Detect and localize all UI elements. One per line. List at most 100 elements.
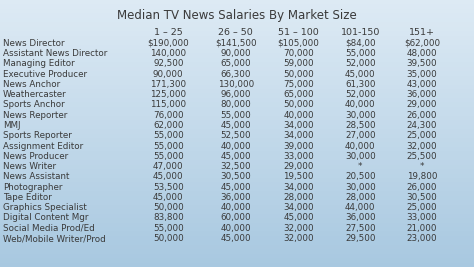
Text: 24,300: 24,300 bbox=[407, 121, 437, 130]
Bar bbox=[0, 205, 474, 209]
Text: 90,000: 90,000 bbox=[153, 69, 183, 78]
Text: 36,000: 36,000 bbox=[220, 193, 251, 202]
Text: 70,000: 70,000 bbox=[283, 49, 314, 58]
Text: $190,000: $190,000 bbox=[147, 39, 189, 48]
Bar bbox=[0, 174, 474, 178]
Text: 30,000: 30,000 bbox=[345, 152, 375, 161]
Text: 80,000: 80,000 bbox=[220, 100, 251, 109]
Text: 1 – 25: 1 – 25 bbox=[154, 28, 182, 37]
Text: 55,000: 55,000 bbox=[153, 142, 183, 151]
Bar bbox=[0, 165, 474, 169]
Bar bbox=[0, 98, 474, 102]
Bar bbox=[0, 0, 474, 5]
Text: 28,000: 28,000 bbox=[345, 193, 375, 202]
Text: 50,000: 50,000 bbox=[153, 203, 183, 212]
Text: 40,000: 40,000 bbox=[220, 224, 251, 233]
Bar bbox=[0, 209, 474, 214]
Text: 36,000: 36,000 bbox=[407, 90, 437, 99]
Bar bbox=[0, 93, 474, 98]
Text: Web/Mobile Writer/Prod: Web/Mobile Writer/Prod bbox=[3, 234, 106, 243]
Text: 55,000: 55,000 bbox=[345, 49, 375, 58]
Text: $105,000: $105,000 bbox=[278, 39, 319, 48]
Bar bbox=[0, 62, 474, 67]
Text: 51 – 100: 51 – 100 bbox=[278, 28, 319, 37]
Text: 30,000: 30,000 bbox=[345, 183, 375, 192]
Text: $84,00: $84,00 bbox=[345, 39, 375, 48]
Text: 34,000: 34,000 bbox=[283, 203, 314, 212]
Bar bbox=[0, 85, 474, 89]
Bar bbox=[0, 36, 474, 40]
Text: Tape Editor: Tape Editor bbox=[3, 193, 52, 202]
Text: Sports Reporter: Sports Reporter bbox=[3, 131, 72, 140]
Text: 50,000: 50,000 bbox=[283, 69, 314, 78]
Text: 29,500: 29,500 bbox=[345, 234, 375, 243]
Text: 76,000: 76,000 bbox=[153, 111, 183, 120]
Bar bbox=[0, 218, 474, 222]
Text: 59,000: 59,000 bbox=[283, 59, 314, 68]
Text: 32,000: 32,000 bbox=[283, 224, 314, 233]
Text: News Writer: News Writer bbox=[3, 162, 56, 171]
Text: 19,800: 19,800 bbox=[407, 172, 437, 181]
Text: Graphics Specialist: Graphics Specialist bbox=[3, 203, 87, 212]
Text: News Director: News Director bbox=[3, 39, 64, 48]
Text: 115,000: 115,000 bbox=[150, 100, 186, 109]
Text: Median TV News Salaries By Market Size: Median TV News Salaries By Market Size bbox=[117, 9, 357, 22]
Bar bbox=[0, 134, 474, 138]
Text: 45,000: 45,000 bbox=[153, 172, 183, 181]
Text: 140,000: 140,000 bbox=[150, 49, 186, 58]
Text: 40,000: 40,000 bbox=[220, 142, 251, 151]
Text: 45,000: 45,000 bbox=[220, 234, 251, 243]
Bar bbox=[0, 227, 474, 231]
Bar bbox=[0, 231, 474, 236]
Text: 44,000: 44,000 bbox=[345, 203, 375, 212]
Text: 26 – 50: 26 – 50 bbox=[219, 28, 253, 37]
Text: 45,000: 45,000 bbox=[220, 121, 251, 130]
Text: 65,000: 65,000 bbox=[220, 59, 251, 68]
Text: Weathercaster: Weathercaster bbox=[3, 90, 66, 99]
Text: 27,000: 27,000 bbox=[345, 131, 375, 140]
Text: News Assistant: News Assistant bbox=[3, 172, 69, 181]
Bar bbox=[0, 31, 474, 36]
Text: 55,000: 55,000 bbox=[153, 131, 183, 140]
Text: 30,500: 30,500 bbox=[220, 172, 251, 181]
Text: 151+: 151+ bbox=[409, 28, 435, 37]
Text: 29,000: 29,000 bbox=[407, 100, 437, 109]
Bar bbox=[0, 240, 474, 245]
Text: 66,300: 66,300 bbox=[220, 69, 251, 78]
Text: 45,000: 45,000 bbox=[283, 214, 314, 222]
Text: 34,000: 34,000 bbox=[283, 131, 314, 140]
Text: Sports Anchor: Sports Anchor bbox=[3, 100, 64, 109]
Text: 90,000: 90,000 bbox=[220, 49, 251, 58]
Bar bbox=[0, 236, 474, 240]
Bar bbox=[0, 129, 474, 134]
Bar bbox=[0, 40, 474, 45]
Text: News Reporter: News Reporter bbox=[3, 111, 67, 120]
Text: 62,000: 62,000 bbox=[153, 121, 183, 130]
Bar bbox=[0, 9, 474, 13]
Text: 40,000: 40,000 bbox=[220, 203, 251, 212]
Text: 25,000: 25,000 bbox=[407, 203, 437, 212]
Bar bbox=[0, 138, 474, 142]
Text: Managing Editor: Managing Editor bbox=[3, 59, 74, 68]
Text: 65,000: 65,000 bbox=[283, 90, 314, 99]
Text: 32,500: 32,500 bbox=[220, 162, 251, 171]
Text: 28,500: 28,500 bbox=[345, 121, 375, 130]
Bar bbox=[0, 67, 474, 71]
Text: 55,000: 55,000 bbox=[153, 152, 183, 161]
Bar bbox=[0, 120, 474, 125]
Text: 20,500: 20,500 bbox=[345, 172, 375, 181]
Text: MMJ: MMJ bbox=[3, 121, 20, 130]
Bar bbox=[0, 147, 474, 151]
Text: 75,000: 75,000 bbox=[283, 80, 314, 89]
Bar bbox=[0, 258, 474, 262]
Text: 52,500: 52,500 bbox=[220, 131, 251, 140]
Text: 55,000: 55,000 bbox=[153, 224, 183, 233]
Bar bbox=[0, 151, 474, 156]
Bar bbox=[0, 249, 474, 254]
Text: Assignment Editor: Assignment Editor bbox=[3, 142, 83, 151]
Bar bbox=[0, 102, 474, 107]
Bar bbox=[0, 13, 474, 18]
Bar bbox=[0, 156, 474, 160]
Bar bbox=[0, 76, 474, 80]
Text: 30,000: 30,000 bbox=[345, 111, 375, 120]
